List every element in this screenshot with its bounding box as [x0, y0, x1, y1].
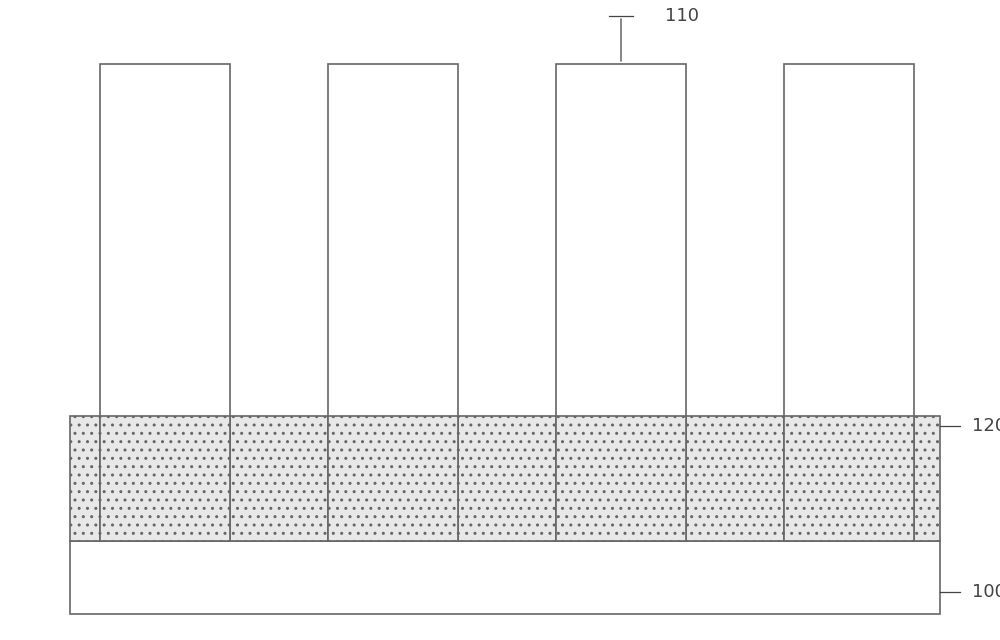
Bar: [556, 416, 686, 541]
Bar: [70, 416, 940, 541]
Text: 110: 110: [665, 7, 699, 25]
Bar: [100, 416, 230, 541]
Text: 100: 100: [972, 583, 1000, 601]
Bar: [328, 416, 458, 541]
Text: 120: 120: [972, 417, 1000, 435]
Bar: [784, 64, 914, 541]
Bar: [556, 64, 686, 541]
Bar: [328, 64, 458, 541]
Bar: [100, 64, 230, 541]
Bar: [784, 416, 914, 541]
Bar: [70, 541, 940, 614]
